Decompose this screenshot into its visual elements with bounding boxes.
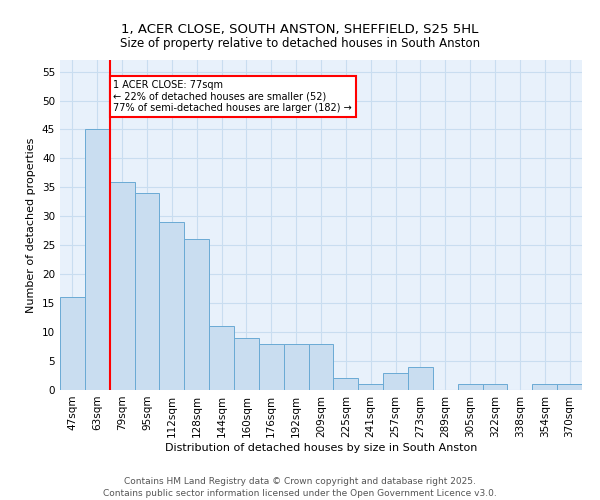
Bar: [60, 298, 85, 390]
Bar: [532, 384, 557, 390]
Bar: [458, 384, 482, 390]
Text: Contains HM Land Registry data © Crown copyright and database right 2025.
Contai: Contains HM Land Registry data © Crown c…: [103, 476, 497, 498]
Bar: [234, 338, 259, 390]
X-axis label: Distribution of detached houses by size in South Anston: Distribution of detached houses by size …: [165, 442, 477, 452]
Bar: [482, 384, 508, 390]
Bar: [85, 130, 110, 390]
Bar: [110, 182, 134, 390]
Bar: [308, 344, 334, 390]
Bar: [160, 222, 184, 390]
Text: 1, ACER CLOSE, SOUTH ANSTON, SHEFFIELD, S25 5HL: 1, ACER CLOSE, SOUTH ANSTON, SHEFFIELD, …: [121, 22, 479, 36]
Bar: [134, 193, 160, 390]
Bar: [259, 344, 284, 390]
Bar: [383, 372, 408, 390]
Bar: [209, 326, 234, 390]
Bar: [358, 384, 383, 390]
Text: Size of property relative to detached houses in South Anston: Size of property relative to detached ho…: [120, 38, 480, 51]
Bar: [184, 240, 209, 390]
Bar: [284, 344, 308, 390]
Y-axis label: Number of detached properties: Number of detached properties: [26, 138, 37, 312]
Bar: [557, 384, 582, 390]
Text: 1 ACER CLOSE: 77sqm
← 22% of detached houses are smaller (52)
77% of semi-detach: 1 ACER CLOSE: 77sqm ← 22% of detached ho…: [113, 80, 352, 114]
Bar: [408, 367, 433, 390]
Bar: [334, 378, 358, 390]
